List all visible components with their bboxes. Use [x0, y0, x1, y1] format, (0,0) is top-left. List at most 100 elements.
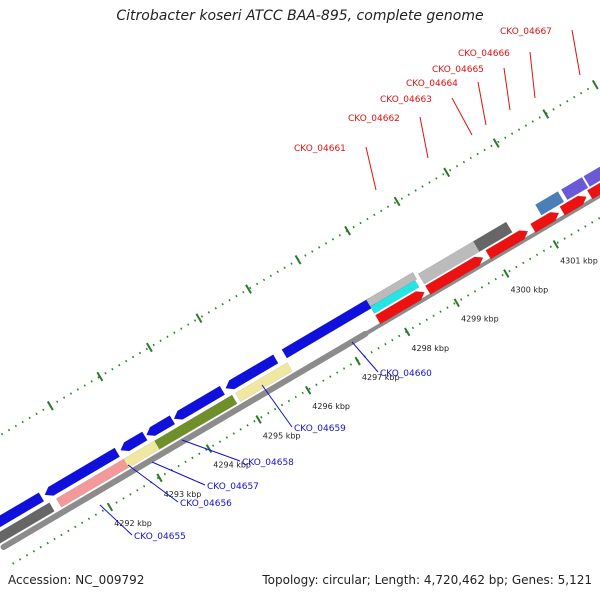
genome-summary: Topology: circular; Length: 4,720,462 bp… — [262, 573, 592, 587]
inner-tick — [67, 529, 70, 533]
outer-tick — [228, 298, 231, 302]
gene-block-red — [375, 291, 425, 325]
inner-tick — [570, 233, 573, 236]
kbp-label-4295: 4295 kbp — [263, 431, 301, 440]
inner-tick — [156, 476, 160, 480]
major-tick-4292 — [106, 502, 114, 512]
inner-tick — [12, 562, 15, 565]
inner-tick — [53, 537, 56, 541]
kbp-label-4301: 4301 kbp — [560, 256, 598, 265]
backbone-track-upper — [364, 193, 600, 336]
gene-block-blue — [44, 447, 121, 496]
outer-tick — [407, 193, 410, 196]
inner-tick — [80, 521, 84, 525]
gene-label-CKO_04658: CKO_04658 — [242, 458, 294, 468]
outer-tick — [359, 221, 362, 225]
outer-tick — [331, 238, 335, 241]
gene-label-CKO_04656: CKO_04656 — [180, 499, 232, 509]
inner-tick — [584, 225, 587, 228]
outer-major-tick-4300 — [443, 167, 451, 178]
gene-block-steelblue — [535, 191, 565, 216]
gene-block-blue — [225, 354, 279, 390]
leader-line-CKO_04659 — [261, 384, 293, 428]
outer-tick — [386, 205, 390, 209]
outer-tick — [559, 104, 562, 107]
major-tick-4299 — [453, 298, 460, 308]
inner-tick — [453, 302, 456, 305]
inner-tick — [349, 363, 353, 366]
inner-tick — [529, 257, 532, 261]
outer-tick — [552, 108, 555, 111]
gene-label-CKO_04657: CKO_04657 — [207, 482, 259, 492]
gene-block-purple — [560, 176, 589, 201]
outer-tick — [69, 392, 73, 395]
inner-tick — [494, 277, 497, 281]
inner-tick — [577, 229, 580, 232]
outer-tick — [83, 384, 86, 387]
inner-tick — [322, 379, 325, 382]
outer-tick — [76, 388, 80, 391]
gene-block-blue — [120, 431, 148, 452]
outer-tick — [531, 120, 534, 123]
outer-tick — [317, 246, 321, 249]
outer-tick — [435, 177, 438, 180]
gene-block-purple — [583, 166, 600, 187]
inner-tick — [218, 440, 222, 443]
outer-tick — [187, 323, 190, 326]
inner-tick — [377, 346, 380, 350]
outer-major-tick-4302 — [542, 109, 550, 119]
outer-tick — [7, 428, 11, 432]
outer-tick — [352, 225, 355, 229]
outer-tick — [111, 367, 114, 371]
outer-major-tick-4297 — [294, 255, 302, 265]
inner-tick — [342, 367, 346, 370]
inner-tick — [260, 415, 263, 419]
gene-label-CKO_04659: CKO_04659 — [294, 424, 346, 434]
outer-tick — [90, 380, 93, 383]
inner-tick — [39, 545, 42, 549]
outer-tick — [373, 213, 376, 217]
outer-tick — [242, 290, 245, 294]
outer-tick — [324, 242, 328, 245]
outer-tick — [469, 156, 472, 160]
gene-block-olive — [154, 394, 238, 450]
inner-tick — [101, 509, 104, 512]
gene-block-red — [530, 211, 560, 233]
inner-tick — [177, 464, 180, 468]
outer-tick — [517, 128, 521, 131]
outer-tick — [579, 91, 583, 95]
gene-block-gray — [0, 502, 55, 544]
outer-major-tick-4292 — [46, 400, 54, 411]
inner-tick — [460, 298, 463, 301]
inner-tick — [129, 493, 132, 496]
gene-label-CKO_04662: CKO_04662 — [348, 114, 400, 124]
accession-label: Accession: NC_009792 — [8, 573, 145, 587]
inner-tick — [425, 318, 428, 322]
gene-label-CKO_04655: CKO_04655 — [134, 532, 186, 542]
outer-tick — [311, 250, 314, 253]
inner-tick — [267, 411, 270, 415]
gene-label-CKO_04665: CKO_04665 — [432, 65, 484, 75]
inner-tick — [391, 338, 394, 342]
inner-tick — [384, 342, 387, 346]
major-tick-4298 — [404, 327, 411, 337]
gene-block-blue — [173, 385, 226, 420]
gene-block-blue — [146, 415, 176, 437]
outer-tick — [524, 124, 528, 127]
inner-tick — [556, 241, 559, 244]
outer-tick — [276, 270, 279, 273]
inner-tick — [549, 245, 553, 248]
inner-tick — [466, 294, 470, 297]
gene-block-yellow-2 — [235, 362, 293, 402]
leader-line-CKO_04663 — [451, 97, 473, 136]
inner-tick — [280, 403, 284, 407]
kbp-label-4293: 4293 kbp — [164, 490, 202, 499]
inner-tick — [432, 314, 435, 317]
gene-label-CKO_04663: CKO_04663 — [380, 95, 432, 105]
outer-tick — [180, 327, 183, 330]
inner-tick — [287, 399, 291, 403]
inner-tick — [508, 269, 511, 273]
leader-line-CKO_04667 — [571, 29, 581, 76]
inner-tick — [563, 237, 566, 240]
